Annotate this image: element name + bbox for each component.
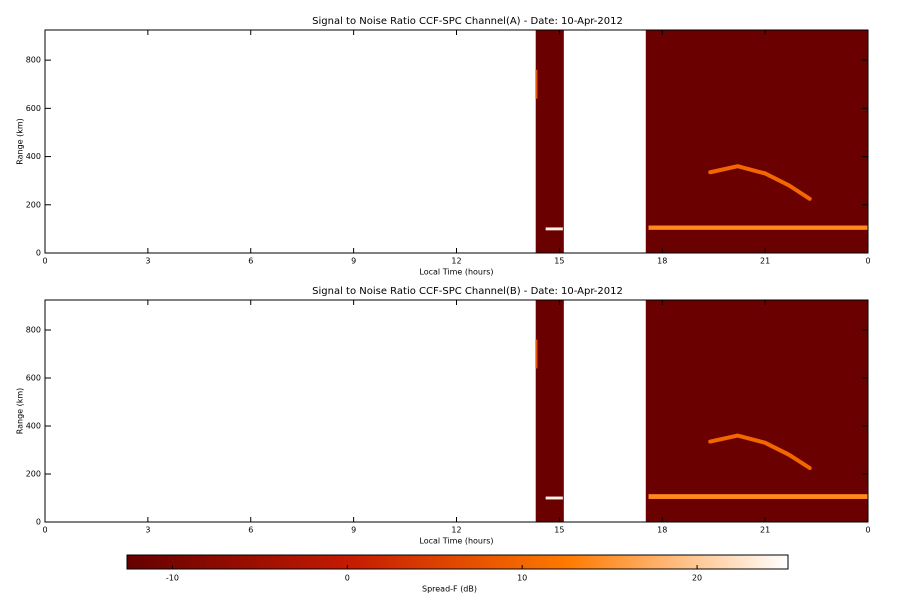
y-tick-label: 600: [26, 104, 41, 113]
data-block: [535, 300, 564, 522]
x-tick-label: 0: [865, 257, 870, 266]
y-tick-label: 400: [26, 422, 41, 431]
echo: [545, 227, 563, 231]
colorbar-tick-label: 10: [517, 574, 527, 583]
y-tick-label: 800: [26, 56, 41, 65]
x-tick-label: 3: [145, 526, 150, 535]
echo: [545, 496, 563, 500]
y-tick-label: 0: [36, 518, 41, 527]
y-tick-label: 800: [26, 326, 41, 335]
data-block: [645, 300, 868, 522]
x-axis-label: Local Time (hours): [419, 268, 493, 277]
x-tick-label: 21: [760, 526, 770, 535]
x-tick-label: 6: [248, 257, 253, 266]
y-tick-label: 200: [26, 200, 41, 209]
x-tick-label: 0: [865, 526, 870, 535]
y-axis-label: Range (km): [16, 118, 25, 165]
data-block: [535, 30, 564, 253]
x-tick-label: 3: [145, 257, 150, 266]
x-tick-label: 18: [657, 526, 667, 535]
y-tick-label: 600: [26, 374, 41, 383]
x-axis-label: Local Time (hours): [419, 537, 493, 546]
colorbar-label: Spread-F (dB): [422, 585, 477, 594]
echo-trace: [708, 433, 812, 470]
x-tick-label: 0: [42, 526, 47, 535]
echo: [648, 494, 868, 499]
colorbar-tick-label: 20: [692, 574, 702, 583]
x-tick-label: 0: [42, 257, 47, 266]
x-tick-label: 21: [760, 257, 770, 266]
colorbar: [126, 554, 789, 570]
x-tick-label: 15: [554, 257, 564, 266]
chart-title: Signal to Noise Ratio CCF-SPC Channel(A)…: [312, 16, 623, 27]
x-tick-label: 9: [351, 257, 356, 266]
echo: [535, 69, 538, 99]
colorbar-tick-label: -10: [166, 574, 179, 583]
data-block: [645, 30, 868, 253]
x-tick-label: 15: [554, 526, 564, 535]
y-tick-label: 0: [36, 249, 41, 258]
chart-title: Signal to Noise Ratio CCF-SPC Channel(B)…: [312, 286, 623, 297]
x-tick-label: 18: [657, 257, 667, 266]
echo: [535, 339, 538, 369]
y-axis-label: Range (km): [16, 388, 25, 435]
colorbar-tick-label: 0: [345, 574, 350, 583]
x-tick-label: 12: [451, 526, 461, 535]
y-tick-label: 400: [26, 152, 41, 161]
x-tick-label: 9: [351, 526, 356, 535]
x-tick-label: 6: [248, 526, 253, 535]
y-tick-label: 200: [26, 470, 41, 479]
echo-trace: [708, 164, 812, 201]
x-tick-label: 12: [451, 257, 461, 266]
echo: [648, 225, 868, 230]
